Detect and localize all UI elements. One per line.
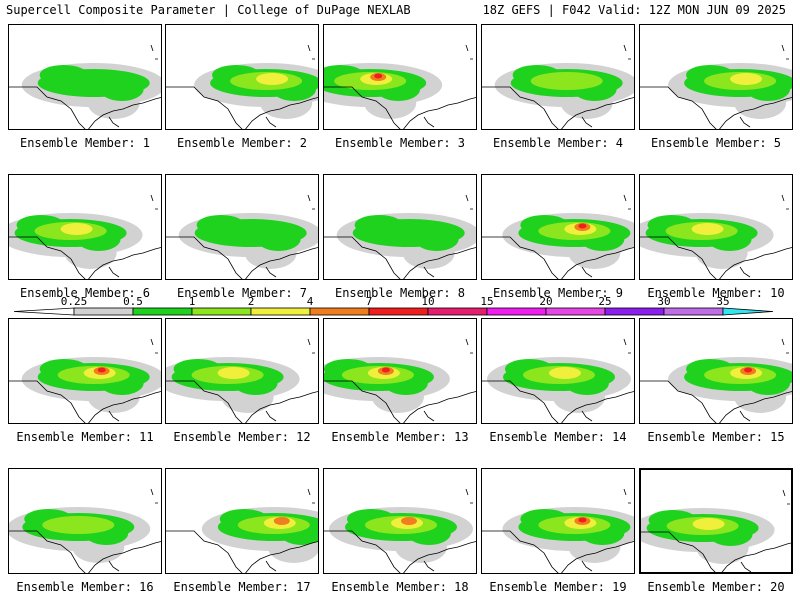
legend-swatch [309,307,370,316]
ensemble-panel-2[interactable] [165,24,319,130]
ensemble-panel-14[interactable] [481,318,635,424]
scp-map [166,194,318,279]
ensemble-panel-12[interactable] [165,318,319,424]
legend-swatch [73,307,134,316]
ensemble-panel-18[interactable] [323,468,477,574]
scp-map [482,488,634,573]
scp-map [166,338,318,423]
ensemble-member-caption: Ensemble Member: 18 [331,580,469,594]
legend-label: 20 [539,296,552,308]
header-valid-time: 18Z GEFS | F042 Valid: 12Z MON JUN 09 20… [482,3,786,17]
legend-arrow-left [13,307,75,316]
scp-map [640,338,792,423]
legend-label: 4 [307,296,314,308]
scp-map [166,488,318,573]
ensemble-member-caption: Ensemble Member: 16 [16,580,154,594]
legend-swatch [250,307,311,316]
ensemble-panel-3[interactable] [323,24,477,130]
ensemble-member-caption: Ensemble Member: 19 [489,580,627,594]
ensemble-panel-11[interactable] [8,318,162,424]
scp-map [9,488,161,573]
color-legend: 0.25 0.5 1 2 4 7 10 15 20 25 30 35 [13,296,774,316]
ensemble-panel-10[interactable] [639,174,793,280]
ensemble-panel-6[interactable] [8,174,162,280]
legend-swatch [604,307,665,316]
scp-map [640,194,792,279]
ensemble-member-caption: Ensemble Member: 7 [176,286,308,300]
ensemble-member-caption: Ensemble Member: 8 [334,286,466,300]
legend-label: 10 [421,296,434,308]
ensemble-member-caption: Ensemble Member: 17 [173,580,311,594]
ensemble-panel-1[interactable] [8,24,162,130]
ensemble-member-caption: Ensemble Member: 2 [176,136,308,150]
ensemble-member-caption: Ensemble Member: 10 [647,286,785,300]
legend-label: 0.5 [123,296,143,308]
ensemble-panel-17[interactable] [165,468,319,574]
ensemble-member-caption: Ensemble Member: 13 [331,430,469,444]
scp-map [9,338,161,423]
ensemble-panel-5[interactable] [639,24,793,130]
ensemble-member-caption: Ensemble Member: 9 [492,286,624,300]
ensemble-member-caption: Ensemble Member: 15 [647,430,785,444]
scp-map [324,488,476,573]
legend-swatch [427,307,488,316]
scp-map [482,44,634,129]
legend-swatch [545,307,606,316]
ensemble-panel-13[interactable] [323,318,477,424]
scp-map [166,44,318,129]
scp-map [641,489,791,572]
scp-map [324,194,476,279]
legend-label: 0.25 [61,296,88,308]
ensemble-member-caption: Ensemble Member: 4 [492,136,624,150]
ensemble-panel-19[interactable] [481,468,635,574]
ensemble-panel-7[interactable] [165,174,319,280]
ensemble-panel-9[interactable] [481,174,635,280]
scp-map [640,44,792,129]
ensemble-member-caption: Ensemble Member: 12 [173,430,311,444]
scp-map [324,338,476,423]
scp-map [482,338,634,423]
legend-swatch [191,307,252,316]
legend-swatch [132,307,193,316]
legend-label: 1 [189,296,196,308]
legend-swatch [368,307,429,316]
legend-label: 2 [248,296,255,308]
ensemble-member-caption: Ensemble Member: 1 [19,136,151,150]
scp-map [9,194,161,279]
ensemble-member-caption: Ensemble Member: 20 [647,580,785,594]
scp-map [9,44,161,129]
ensemble-panel-8[interactable] [323,174,477,280]
legend-swatch [486,307,547,316]
ensemble-member-caption: Ensemble Member: 5 [650,136,782,150]
legend-label: 15 [480,296,493,308]
scp-map [324,44,476,129]
scp-map [482,194,634,279]
ensemble-member-caption: Ensemble Member: 6 [19,286,151,300]
header-title: Supercell Composite Parameter | College … [6,3,411,17]
ensemble-member-caption: Ensemble Member: 11 [16,430,154,444]
ensemble-member-caption: Ensemble Member: 3 [334,136,466,150]
ensemble-panel-4[interactable] [481,24,635,130]
ensemble-member-caption: Ensemble Member: 14 [489,430,627,444]
legend-swatch [722,307,774,316]
ensemble-panel-16[interactable] [8,468,162,574]
legend-swatch [663,307,724,316]
ensemble-panel-20[interactable] [639,468,793,574]
legend-label: 25 [598,296,611,308]
legend-label: 7 [366,296,373,308]
legend-label: 35 [716,296,729,308]
legend-label: 30 [657,296,670,308]
ensemble-panel-15[interactable] [639,318,793,424]
